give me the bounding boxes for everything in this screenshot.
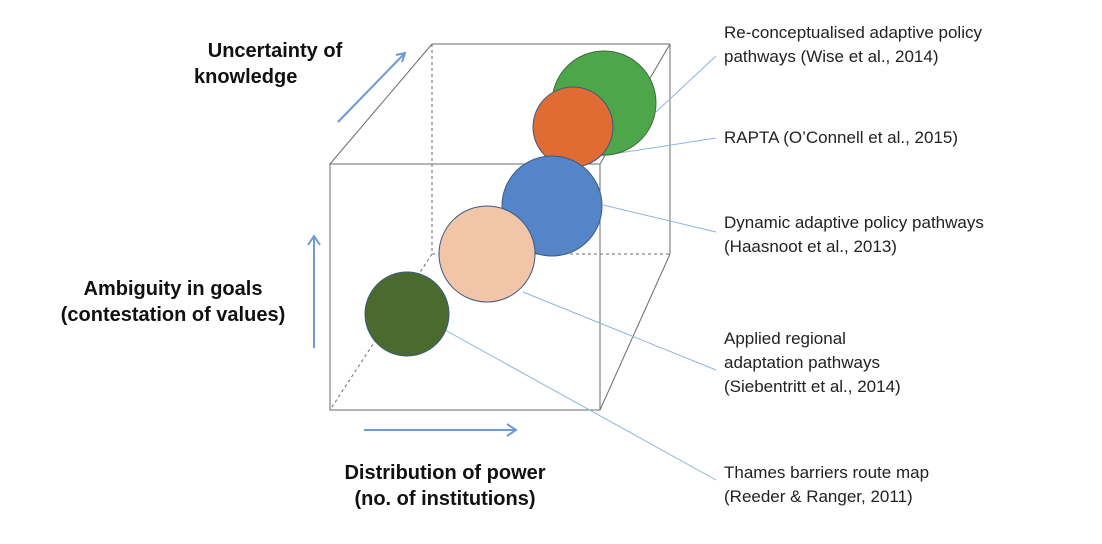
circle-rapta bbox=[532, 86, 614, 168]
ambiguity-axis-label: Ambiguity in goals (contestation of valu… bbox=[38, 276, 308, 328]
approach-circles bbox=[364, 50, 657, 357]
label-dapp: Dynamic adaptive policy pathways (Haasno… bbox=[724, 211, 984, 259]
label-thames-line-1: Thames barriers route map bbox=[724, 463, 930, 482]
circle-thames bbox=[364, 271, 450, 357]
label-dapp-line-2: (Haasnoot et al., 2013) bbox=[724, 237, 897, 256]
power-axis-label: Distribution of power (no. of institutio… bbox=[310, 460, 580, 512]
uncertainty-label-line-2: knowledge bbox=[194, 66, 298, 88]
label-regional: Applied regional adaptation pathways (Si… bbox=[724, 327, 901, 399]
leader-line-regional bbox=[522, 291, 717, 371]
uncertainty-arrowhead bbox=[395, 51, 407, 63]
power-label-line-2: (no. of institutions) bbox=[354, 488, 536, 510]
label-reconceptualised-line-2: pathways (Wise et al., 2014) bbox=[724, 47, 939, 66]
cube-front-face bbox=[329, 163, 601, 411]
ambiguity-label-line-2: (contestation of values) bbox=[60, 304, 286, 326]
label-dapp-line-1: Dynamic adaptive policy pathways bbox=[724, 213, 984, 232]
label-reconceptualised: Re-conceptualised adaptive policy pathwa… bbox=[724, 21, 982, 69]
power-label-line-1: Distribution of power bbox=[344, 462, 546, 484]
label-regional-line-3: (Siebentritt et al., 2014) bbox=[724, 377, 901, 396]
uncertainty-axis-label: Uncertainty of knowledge bbox=[180, 38, 370, 90]
cube-edge bbox=[599, 253, 671, 411]
leader-line-reconceptualised bbox=[655, 55, 717, 113]
label-rapta-line-1: RAPTA (O’Connell et al., 2015) bbox=[724, 128, 959, 147]
ambiguity-arrowhead bbox=[307, 234, 321, 246]
label-regional-line-1: Applied regional bbox=[724, 329, 846, 348]
label-thames: Thames barriers route map (Reeder & Rang… bbox=[724, 461, 929, 509]
axis-arrows bbox=[307, 51, 518, 437]
uncertainty-arrow bbox=[337, 53, 405, 123]
label-reconceptualised-line-1: Re-conceptualised adaptive policy bbox=[724, 23, 982, 42]
leader-line-dapp bbox=[602, 204, 717, 233]
label-thames-line-2: (Reeder & Ranger, 2011) bbox=[724, 487, 913, 506]
label-regional-line-2: adaptation pathways bbox=[724, 353, 880, 372]
circle-regional bbox=[438, 205, 536, 303]
ambiguity-label-line-1: Ambiguity in goals bbox=[83, 278, 263, 300]
cube-edge bbox=[329, 43, 433, 165]
power-arrowhead bbox=[506, 423, 518, 437]
label-rapta: RAPTA (O’Connell et al., 2015) bbox=[724, 126, 958, 150]
uncertainty-label-line-1: Uncertainty of bbox=[207, 40, 343, 62]
leader-line-thames bbox=[444, 329, 717, 481]
